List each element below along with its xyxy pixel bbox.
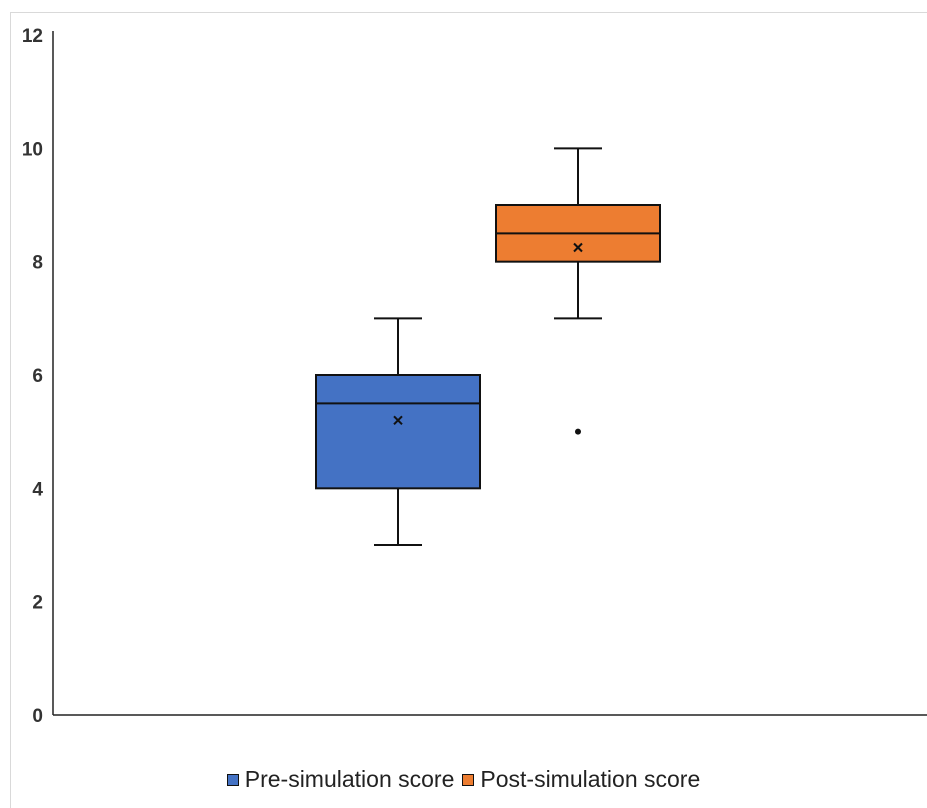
chart-border (10, 12, 927, 808)
mean-marker (573, 242, 583, 253)
y-tick-label: 8 (32, 253, 43, 274)
box-pre-simulation (315, 317, 481, 546)
y-tick-label: 10 (22, 139, 43, 160)
legend-swatch-post (462, 773, 475, 786)
legend-item-post: Post-simulation score (462, 766, 700, 793)
box-series-group (315, 147, 661, 546)
legend-label-pre: Pre-simulation score (244, 766, 455, 792)
mean-marker (393, 415, 403, 426)
y-tick-label: 12 (22, 26, 43, 47)
iqr-box (315, 374, 481, 490)
legend-item-pre: Pre-simulation score (226, 766, 455, 793)
outlier-point (575, 428, 581, 435)
y-tick-label: 4 (32, 479, 43, 500)
legend-swatch-pre (226, 773, 239, 786)
box-post-simulation (495, 147, 661, 435)
y-tick-label: 6 (32, 366, 43, 387)
y-tick-label: 2 (32, 593, 43, 614)
y-tick-label: 0 (32, 706, 43, 727)
y-axis-tick-labels: 0 2 4 6 8 10 12 (22, 26, 44, 727)
legend-label-post: Post-simulation score (480, 766, 701, 792)
legend: Pre-simulation score Post-simulation sco… (0, 766, 927, 793)
